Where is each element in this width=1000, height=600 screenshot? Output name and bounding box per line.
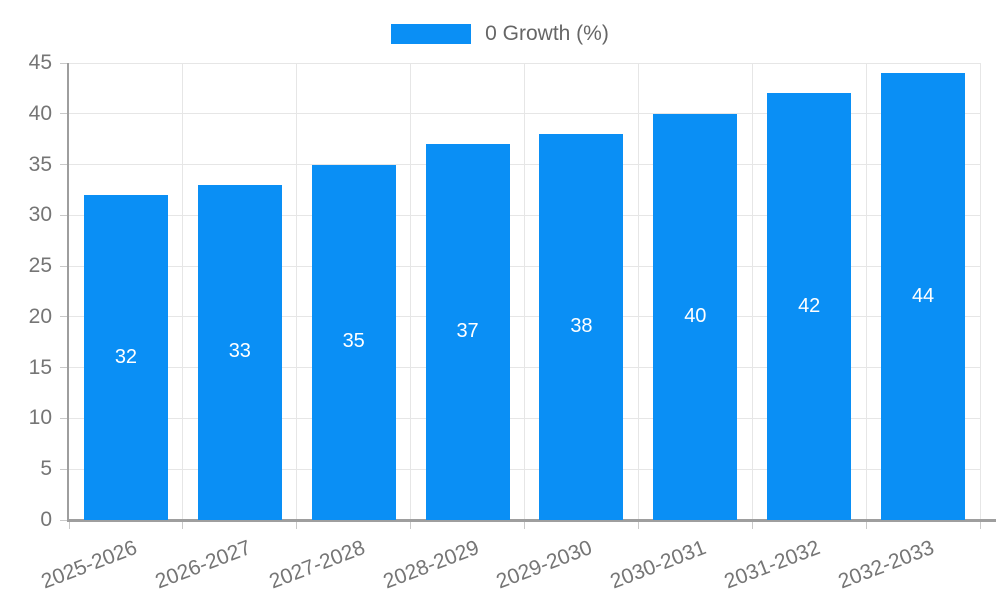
y-axis-tick-label: 25 xyxy=(28,254,52,278)
x-axis-category-label: 2029-2030 xyxy=(493,536,596,594)
bar-2028-2029[interactable] xyxy=(425,144,510,520)
gridline-vertical xyxy=(410,63,412,520)
bar-2030-2031[interactable] xyxy=(653,113,738,520)
y-axis-line xyxy=(67,63,69,522)
y-axis-tick-label: 5 xyxy=(40,457,52,481)
x-axis-category-label: 2032-2033 xyxy=(835,536,938,594)
y-tick-mark xyxy=(60,214,69,216)
x-axis-category-label: 2025-2026 xyxy=(38,536,141,594)
bar-value-label: 33 xyxy=(228,340,251,363)
y-tick-mark xyxy=(60,113,69,115)
y-tick-mark xyxy=(60,367,69,369)
bar-value-label: 40 xyxy=(684,304,707,327)
legend-swatch xyxy=(391,24,472,44)
y-axis-tick-label: 40 xyxy=(28,101,52,125)
y-tick-mark xyxy=(60,519,69,521)
bar-2031-2032[interactable] xyxy=(767,93,852,520)
x-tick-mark xyxy=(182,520,184,529)
x-axis-category-label: 2030-2031 xyxy=(607,536,710,594)
bar-value-label: 35 xyxy=(342,330,365,353)
y-axis-tick-label: 35 xyxy=(28,152,52,176)
x-axis-category-label: 2028-2029 xyxy=(379,536,482,594)
y-tick-mark xyxy=(60,468,69,470)
bar-2026-2027[interactable] xyxy=(197,184,282,520)
bar-2027-2028[interactable] xyxy=(311,164,396,520)
y-axis-tick-label: 0 xyxy=(40,508,52,531)
bar-2025-2026[interactable] xyxy=(83,195,168,520)
x-tick-mark xyxy=(296,520,298,529)
gridline-vertical xyxy=(182,63,184,520)
y-tick-mark xyxy=(60,417,69,419)
legend-label: 0 Growth (%) xyxy=(485,22,609,45)
x-tick-mark xyxy=(637,520,639,529)
bar-2029-2030[interactable] xyxy=(539,134,624,520)
y-tick-mark xyxy=(60,265,69,267)
y-axis-tick-label: 45 xyxy=(28,51,52,74)
gridline-vertical xyxy=(865,63,867,520)
x-tick-mark xyxy=(979,520,981,529)
bar-value-label: 44 xyxy=(911,284,935,307)
gridline-vertical xyxy=(296,63,298,520)
x-axis-category-label: 2026-2027 xyxy=(152,536,255,594)
gridline-vertical xyxy=(524,63,525,520)
bar-value-label: 32 xyxy=(114,345,138,368)
gridline-vertical xyxy=(637,63,639,520)
bar-value-label: 37 xyxy=(456,320,479,343)
y-axis-tick-label: 30 xyxy=(28,203,52,227)
x-tick-mark xyxy=(751,520,753,529)
y-tick-mark xyxy=(60,316,69,318)
bar-2032-2033[interactable] xyxy=(881,73,966,520)
gridline-vertical xyxy=(751,63,753,520)
y-axis-tick-label: 20 xyxy=(28,304,52,328)
bar-value-label: 38 xyxy=(570,315,593,338)
x-tick-mark xyxy=(524,520,525,529)
y-tick-mark xyxy=(60,62,69,64)
x-axis-category-label: 2031-2032 xyxy=(721,536,824,594)
x-axis-line xyxy=(67,519,996,522)
y-axis-tick-label: 10 xyxy=(28,406,52,430)
y-axis-tick-label: 15 xyxy=(28,355,52,379)
x-tick-mark xyxy=(410,520,412,529)
gridline-vertical xyxy=(979,63,981,520)
x-tick-mark xyxy=(865,520,867,529)
legend-item[interactable]: 0 Growth (%) xyxy=(0,23,1000,45)
x-tick-mark xyxy=(68,520,70,529)
y-tick-mark xyxy=(60,164,69,166)
bar-value-label: 42 xyxy=(798,294,821,317)
x-axis-category-label: 2027-2028 xyxy=(265,536,368,594)
